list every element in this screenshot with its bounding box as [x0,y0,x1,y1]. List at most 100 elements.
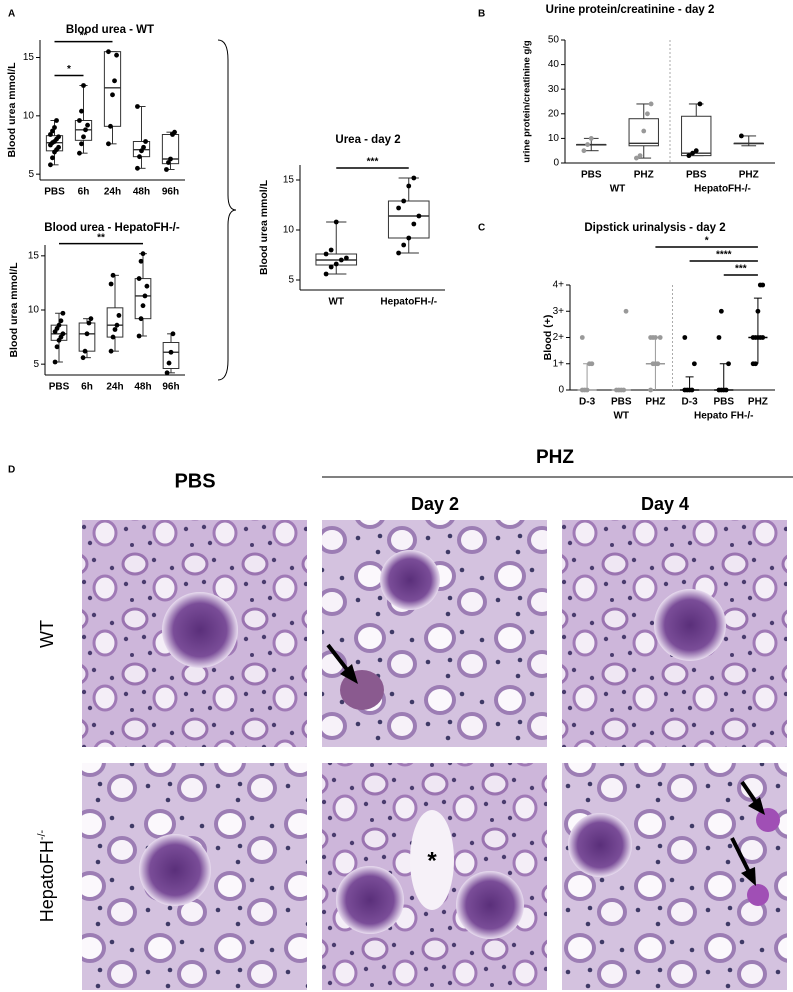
data-point [52,125,57,130]
data-point [401,242,407,248]
data-point [108,348,114,354]
y-axis-label: Blood urea mmol/L [8,262,20,358]
data-point [581,148,587,154]
data-point [106,141,111,147]
data-point [406,183,412,189]
data-point [584,387,590,393]
box [106,307,124,338]
bracket [217,39,237,381]
data-point [648,101,654,107]
y-tick-label: 15 [23,52,35,63]
glomerulus [654,589,726,661]
y-tick-label: 5 [33,359,39,370]
y-tick-label: 2+ [553,332,565,343]
y-tick-label: 10 [23,110,35,121]
data-point [657,335,663,340]
data-point [60,331,66,337]
data-point [588,136,594,141]
data-point [164,167,169,172]
data-point [621,387,627,393]
box [387,200,430,239]
data-point [333,261,339,267]
chart-title: Urea - day 2 [335,134,400,146]
data-point [138,258,144,264]
y-tick-label: 10 [283,225,295,236]
data-point [110,92,115,98]
group-label: WT [610,184,626,195]
x-tick-label: 6h [81,382,93,393]
data-point [88,316,94,322]
data-point [50,128,55,134]
dilated-tubule [410,810,454,910]
box [103,51,122,127]
data-point [328,264,334,270]
data-point [108,281,114,287]
data-point [690,150,695,156]
panel-labels: A B C D [8,9,485,476]
box [78,322,96,352]
super-header: PHZ [536,447,574,468]
data-point [653,335,658,340]
data-point [56,134,61,140]
panel-label: A [8,9,15,20]
data-point [686,153,692,159]
data-point [323,271,329,277]
data-point [116,313,122,318]
cast [747,884,769,906]
data-point [682,335,688,340]
data-point [58,318,64,324]
x-tick-label: PHZ [739,170,759,181]
data-point [143,139,148,144]
data-point [79,141,84,147]
data-point [697,101,703,107]
data-point [172,129,177,135]
y-tick-label: 0 [553,158,559,169]
data-point [589,361,595,367]
y-tick-label: 5 [28,169,34,180]
data-point [723,387,729,393]
data-point [164,370,170,376]
glomerulus [162,592,238,668]
panel-label: B [478,9,485,20]
data-point [56,144,61,150]
data-point [344,255,349,261]
group-label: Hepato FH-/- [694,411,753,422]
data-point [86,320,92,326]
data-point [54,344,60,350]
data-point [716,335,722,340]
y-tick-label: 50 [548,35,560,46]
y-tick-label: 5 [288,275,294,286]
micrograph [322,520,547,747]
data-point [112,78,117,84]
data-point [144,283,150,289]
x-tick-label: PHZ [748,397,768,408]
significance-label: **** [716,250,732,261]
data-point [135,165,140,171]
row-label: WT [37,620,57,648]
data-point [645,111,650,117]
panel-label: D [8,465,15,476]
data-point [110,334,116,340]
data-point [114,52,119,58]
y-tick-label: 15 [28,250,40,261]
row-label-sup: -/- [36,829,48,840]
data-point [166,160,171,165]
data-point [141,144,146,150]
data-point [136,276,142,281]
x-tick-label: PBS [44,187,65,198]
data-point [739,133,744,139]
y-tick-label: 4+ [553,280,565,291]
data-point [108,123,113,129]
y-tick-label: 0 [558,385,564,396]
data-point [138,316,144,322]
data-point [406,235,412,241]
data-point [648,387,654,393]
data-point [168,156,173,162]
glomerulus [336,866,404,934]
significance-label: * [705,236,709,247]
glomerulus [139,834,211,906]
data-point [726,361,731,367]
x-tick-label: 96h [162,382,179,393]
x-tick-label: 6h [78,187,90,198]
y-tick-label: 10 [28,305,40,316]
